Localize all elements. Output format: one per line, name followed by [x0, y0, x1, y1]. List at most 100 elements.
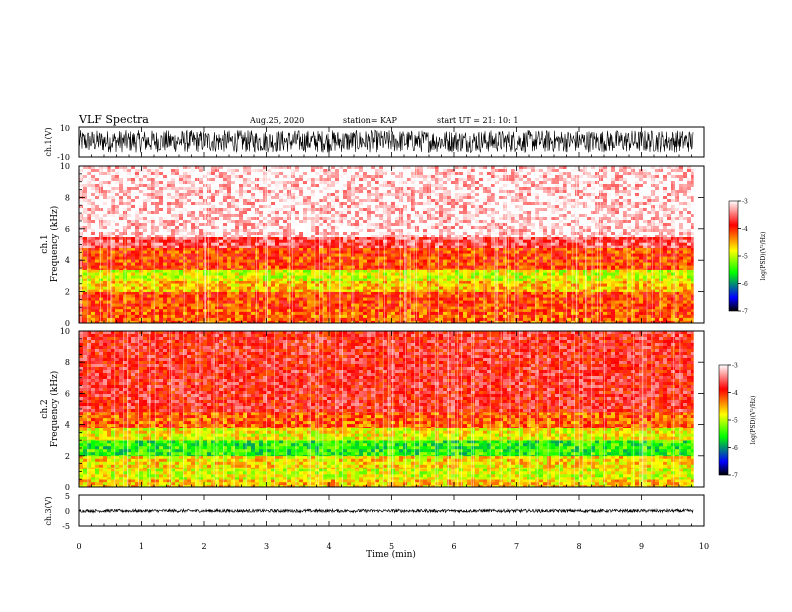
- spectrogram-cell: [527, 242, 532, 246]
- spectrogram-cell: [87, 283, 92, 287]
- spectrogram-cell: [207, 245, 212, 248]
- spectrogram-cell: [467, 308, 472, 313]
- spectrogram-cell: [215, 259, 220, 263]
- spectrogram-cell: [291, 300, 296, 304]
- spectrogram-cell: [199, 247, 204, 251]
- spectrogram-cell: [603, 317, 608, 322]
- spectrogram-cell: [139, 272, 144, 276]
- spectrogram-cell: [187, 306, 192, 310]
- spectrogram-cell: [603, 272, 608, 276]
- spectrogram-cell: [179, 303, 184, 307]
- spectrogram-cell: [375, 311, 380, 316]
- spectrogram-cell: [599, 253, 604, 257]
- spectrogram-cell: [103, 262, 108, 266]
- spectrogram-cell: [463, 247, 468, 251]
- spectrogram-cell: [247, 314, 252, 319]
- spectrogram-cell: [299, 286, 304, 290]
- spectrogram-cell: [219, 306, 224, 310]
- spectrogram-cell: [463, 294, 468, 298]
- spectrogram-cell: [451, 268, 456, 270]
- spectrogram-cell: [619, 275, 624, 279]
- spectrogram-cell: [271, 320, 276, 324]
- spectrogram-cell: [491, 306, 496, 310]
- spectrogram-cell: [299, 253, 304, 257]
- spectrogram-cell: [383, 280, 388, 284]
- spectrogram-cell: [347, 247, 352, 251]
- spectrogram-cell: [503, 303, 508, 307]
- spectrogram-cell: [371, 269, 376, 273]
- spectrogram-cell: [599, 303, 604, 307]
- spectrogram-cell: [191, 169, 196, 173]
- spectrogram-cell: [615, 306, 620, 310]
- spectrogram-cell: [411, 297, 416, 301]
- spectrogram-cell: [307, 245, 312, 248]
- spectrogram-cell: [515, 236, 520, 240]
- spectrogram-cell: [647, 259, 652, 263]
- spectrogram-cell: [355, 308, 360, 313]
- spectrogram-cell: [295, 294, 300, 298]
- spectrogram-cell: [343, 291, 348, 295]
- waveform-ch1-panel: 10 -10 ch.1(V): [44, 124, 705, 162]
- spectrogram-cell: [267, 314, 272, 319]
- spectrogram-cell: [459, 286, 464, 290]
- spectrogram-cell: [667, 259, 672, 263]
- spectrogram-cell: [135, 303, 140, 307]
- spectrogram-cell: [527, 250, 532, 254]
- spectrogram-cell: [615, 256, 620, 260]
- spectrogram-cell: [95, 280, 100, 284]
- spectrogram-cell: [647, 272, 652, 276]
- spectrogram-cell: [367, 280, 372, 284]
- spectrogram-cell: [631, 291, 636, 295]
- spectrogram-cell: [487, 259, 492, 263]
- spectrogram-cell: [487, 286, 492, 290]
- spectrogram-cell: [343, 311, 348, 316]
- spectrogram-cell: [483, 250, 488, 254]
- spectrogram-cell: [295, 265, 300, 269]
- spectrogram-cell: [335, 166, 340, 170]
- spectrogram-cell: [327, 300, 332, 304]
- spectrogram-cell: [479, 256, 484, 260]
- spectrogram-cell: [587, 253, 592, 257]
- spectrogram-cell: [163, 236, 168, 240]
- spectrogram-cell: [507, 268, 512, 270]
- spectrogram-cell: [527, 239, 532, 243]
- spectrogram-cell: [459, 259, 464, 263]
- spectrogram-cell: [683, 253, 688, 257]
- spectrogram-cell: [107, 269, 112, 273]
- spectrogram-cell: [395, 272, 400, 276]
- spectrogram-cell: [303, 265, 308, 269]
- spectrogram-cell: [491, 283, 496, 287]
- spectrogram-cell: [359, 291, 364, 295]
- spectrogram-cell: [643, 314, 648, 319]
- spectrogram-cell: [111, 272, 116, 276]
- spectrogram-cell: [491, 275, 496, 279]
- spectrogram-cell: [183, 242, 188, 246]
- spectrogram-cell: [171, 245, 176, 248]
- spectrogram-cell: [591, 272, 596, 276]
- spectrogram-cell: [387, 262, 392, 266]
- spectrogram-cell: [135, 294, 140, 298]
- spectrogram-cell: [627, 314, 632, 319]
- spectrogram-cell: [111, 250, 116, 254]
- spectrogram-cell: [531, 300, 536, 304]
- spectrogram-cell: [487, 291, 492, 295]
- spectrogram-cell: [279, 247, 284, 251]
- spectrogram-cell: [343, 289, 348, 292]
- spectrogram-cell: [103, 291, 108, 295]
- spectrogram-cell: [159, 317, 164, 322]
- spectrogram-cell: [343, 268, 348, 270]
- spectrogram-cell: [551, 317, 556, 322]
- spectrogram-cell: [439, 286, 444, 290]
- spectrogram-cell: [587, 242, 592, 246]
- spectrogram-cell: [375, 253, 380, 257]
- spectrogram-cell: [407, 245, 412, 248]
- spectrogram-cell: [159, 280, 164, 284]
- spectrogram-cell: [435, 245, 440, 248]
- spectrogram-cell: [567, 294, 572, 298]
- spectrogram-cell: [331, 242, 336, 246]
- spectrogram-cell: [107, 306, 112, 310]
- spectrogram-cell: [411, 278, 416, 281]
- spectrogram-cell: [627, 297, 632, 301]
- spectrogram-cell: [163, 242, 168, 246]
- spectrogram-cell: [143, 259, 148, 263]
